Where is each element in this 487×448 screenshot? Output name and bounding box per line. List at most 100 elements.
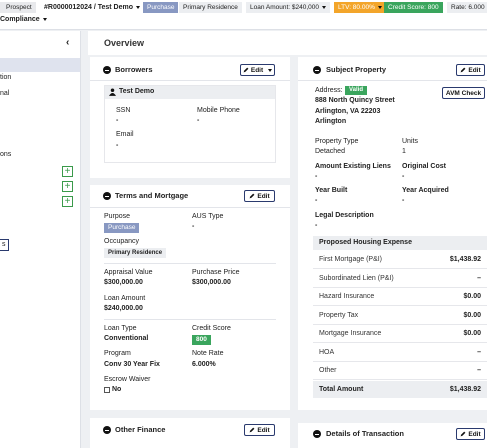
edit-label: Edit [468, 66, 481, 74]
loan-amount[interactable]: Loan Amount: $240,000 [246, 2, 331, 13]
status: Prospect [0, 2, 36, 13]
table-header [313, 236, 487, 250]
field-label: Occupancy [104, 238, 140, 245]
row-value: $0.00 [463, 311, 481, 319]
row-value: – [477, 274, 481, 282]
address-line: Arlington [315, 118, 347, 125]
borrower-name: Test Demo [119, 88, 155, 95]
field-label: Legal Description [315, 212, 374, 219]
table-row [313, 288, 487, 306]
nav-item[interactable]: ons [0, 151, 12, 158]
collapse-icon[interactable]: ‹ [66, 37, 70, 48]
row-label: First Mortgage (P&I) [319, 256, 383, 263]
edit-label: Edit [468, 430, 481, 438]
table-row [313, 251, 487, 269]
collapse-icon[interactable] [313, 430, 321, 438]
field-value: 6.000% [192, 361, 216, 368]
field-value: - [402, 173, 405, 180]
field-label: Loan Amount [104, 295, 146, 302]
collapse-icon[interactable] [313, 66, 321, 74]
row-value: $1,438.92 [449, 256, 481, 263]
field-label: Loan Type [104, 325, 137, 332]
edit-button[interactable]: Edit [240, 64, 275, 76]
field-label: Original Cost [402, 163, 446, 170]
row-label: Property Tax [319, 311, 359, 319]
add-icon[interactable] [62, 166, 73, 177]
edit-button[interactable]: Edit [244, 424, 275, 436]
credit-badge: 800 [192, 335, 211, 345]
field-value: 1 [402, 148, 406, 155]
field-value: - [116, 142, 119, 149]
field-label: SSN [116, 107, 131, 114]
details-card [298, 423, 487, 448]
purpose-badge: Purchase [104, 223, 140, 233]
field-value: Conv 30 Year Fix [104, 361, 160, 368]
row-label: HOA [319, 348, 335, 356]
borrower-header [105, 86, 275, 99]
field-label: Purchase Price [192, 269, 240, 276]
field-label: Note Rate [192, 350, 224, 357]
row-label: Subordinated Lien (P&I) [319, 274, 394, 282]
row-label: Other [319, 367, 337, 374]
occupancy-badge: Primary Residence [104, 248, 167, 258]
total-value: $1,438.92 [449, 386, 481, 393]
table-row [313, 344, 487, 362]
field-label: Credit Score [192, 325, 231, 332]
card-title: Borrowers [115, 65, 153, 74]
edit-button[interactable]: Edit [456, 428, 485, 440]
borrowers-card [90, 57, 290, 178]
ltv[interactable]: LTV: 80.00% [334, 2, 386, 13]
credit-score: Credit Score: 800 [384, 2, 443, 13]
compliance-menu[interactable]: Compliance [0, 15, 47, 25]
total-label: Total Amount [319, 386, 364, 393]
row-value: – [477, 348, 481, 356]
overview-header [88, 31, 487, 55]
field-label: Program [104, 350, 131, 357]
active-item[interactable] [0, 58, 80, 72]
field-value: - [116, 117, 119, 124]
add-icon[interactable] [62, 196, 73, 207]
collapse-icon[interactable] [103, 192, 111, 200]
field-label: Year Acquired [402, 187, 449, 194]
table-row [313, 362, 487, 380]
card-title: Other Finance [115, 425, 166, 434]
field-value: - [315, 197, 318, 204]
field-value: - [197, 117, 200, 124]
edit-label: Edit [250, 66, 264, 74]
collapse-icon[interactable] [103, 66, 111, 74]
row-label: Hazard Insurance [319, 293, 375, 300]
avm-button[interactable]: AVM Check [442, 87, 485, 99]
address-line: 888 North Quincy Street [315, 97, 395, 104]
table-row [313, 270, 487, 288]
valid-badge: Valid [345, 86, 368, 95]
row-label: Mortgage Insurance [319, 330, 382, 337]
field-label: Appraisal Value [104, 269, 153, 276]
avm-label: AVM Check [445, 89, 482, 97]
sidebar [0, 31, 81, 448]
field-label: Purpose [104, 213, 131, 220]
collapse-icon[interactable] [103, 426, 111, 434]
loan-selector[interactable]: #R0000012024 / Test Demo [40, 2, 144, 13]
address-line: Arlington, VA 22203 [315, 108, 381, 115]
field-value: - [402, 197, 405, 204]
edit-button[interactable]: Edit [456, 64, 485, 76]
row-value: $0.00 [463, 330, 481, 337]
table-row [313, 325, 487, 343]
edit-label: Edit [257, 426, 270, 434]
nav-item[interactable]: tion [0, 74, 12, 81]
edit-button[interactable]: Edit [244, 190, 275, 202]
nav-item[interactable]: nal [0, 90, 10, 97]
card-title: Subject Property [326, 65, 387, 74]
edit-label: Edit [257, 192, 270, 200]
person-icon [109, 88, 116, 96]
add-icon[interactable] [62, 181, 73, 192]
row-value: – [477, 367, 481, 374]
borrower-box [104, 85, 276, 163]
field-value: No [112, 386, 122, 393]
side-button[interactable]: s [0, 239, 9, 251]
checkbox[interactable] [104, 387, 110, 393]
field-label: Mobile Phone [197, 107, 240, 114]
field-label: AUS Type [192, 213, 224, 220]
rate: Rate: 6.000 [447, 2, 487, 13]
